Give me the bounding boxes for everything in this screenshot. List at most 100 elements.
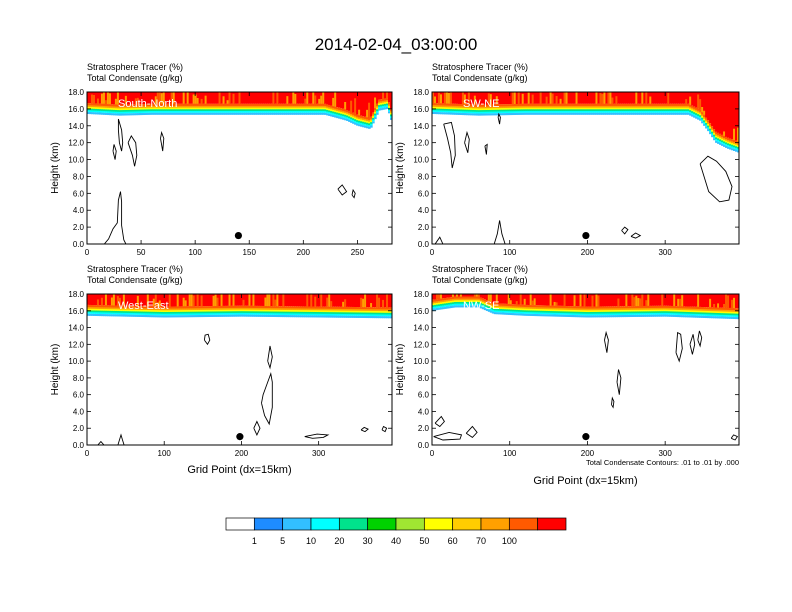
tracer-band	[697, 113, 700, 116]
tracer-column-streak	[92, 94, 96, 104]
tracer-column-streak	[437, 92, 441, 104]
tracer-band	[354, 312, 357, 315]
tracer-column-top	[649, 294, 652, 306]
tracer-band	[505, 310, 509, 313]
tracer-band	[206, 314, 210, 318]
tracer-band	[200, 103, 204, 106]
tracer-column-streak	[519, 294, 523, 305]
tracer-band	[188, 313, 192, 316]
tracer-band	[643, 108, 646, 111]
tracer-band	[372, 121, 375, 124]
tracer-band	[473, 107, 477, 111]
tracer-band	[376, 110, 379, 113]
tracer-band	[388, 314, 391, 317]
tracer-band	[160, 108, 164, 111]
tracer-band	[148, 112, 152, 115]
tracer-band	[322, 308, 325, 311]
tracer-band	[699, 111, 702, 114]
tracer-band	[362, 121, 365, 124]
tracer-band	[210, 307, 214, 310]
tracer-band	[222, 307, 226, 310]
tracer-column-streak	[172, 92, 176, 104]
tracer-band	[597, 110, 601, 113]
tracer-band	[555, 307, 559, 310]
tracer-band	[487, 304, 491, 307]
tracer-band	[138, 312, 142, 315]
tracer-band	[439, 307, 443, 310]
tracer-band	[689, 108, 692, 111]
tracer-column-top	[214, 92, 218, 104]
tracer-band	[547, 105, 551, 108]
tracer-column-top	[599, 294, 603, 307]
tracer-band	[228, 310, 232, 314]
plot-area	[87, 92, 392, 244]
tracer-band	[322, 306, 325, 309]
tracer-band	[334, 106, 337, 109]
tracer-column-top	[703, 92, 706, 115]
tracer-column-top	[236, 294, 240, 306]
tracer-band	[727, 312, 730, 316]
tracer-band	[378, 106, 381, 109]
tracer-column-top	[671, 294, 674, 306]
tracer-band	[376, 310, 379, 313]
tracer-band	[683, 105, 686, 108]
tracer-band	[537, 107, 541, 110]
tracer-band	[515, 109, 519, 112]
tracer-column-top	[390, 92, 392, 109]
tracer-band	[687, 309, 690, 312]
tracer-band	[232, 108, 236, 111]
tracer-band	[226, 305, 230, 308]
tracer-band	[665, 309, 668, 312]
tracer-band	[234, 307, 238, 310]
tracer-band	[88, 103, 92, 106]
tracer-band	[557, 107, 561, 110]
tracer-band	[491, 106, 495, 109]
tracer-band	[495, 303, 499, 306]
tracer-band	[719, 140, 722, 143]
tracer-column-streak	[220, 294, 224, 306]
tracer-band	[290, 103, 293, 106]
tracer-band	[382, 314, 385, 317]
tracer-band	[94, 305, 98, 308]
tracer-band	[449, 305, 453, 309]
tracer-band	[621, 306, 624, 309]
tracer-band	[344, 308, 347, 311]
tracer-band	[316, 108, 319, 111]
tracer-band	[136, 113, 140, 116]
tracer-band	[294, 105, 297, 108]
tracer-band	[689, 309, 692, 313]
tracer-band	[298, 110, 301, 113]
tracer-band	[661, 310, 664, 313]
tracer-band	[727, 307, 730, 310]
tracer-column-top	[358, 92, 361, 116]
tracer-band	[160, 315, 164, 318]
tracer-band	[308, 306, 311, 309]
tracer-band	[541, 307, 545, 310]
tracer-column-streak	[667, 92, 670, 104]
tracer-band	[390, 108, 392, 112]
tracer-band	[96, 112, 100, 115]
tracer-band	[699, 311, 702, 315]
condensate-contour-10	[730, 434, 739, 441]
tracer-band	[699, 308, 702, 311]
tracer-band	[627, 307, 630, 310]
tracer-band	[519, 313, 523, 316]
tracer-band	[627, 309, 630, 312]
condensate-contour-5	[699, 155, 733, 203]
tracer-band	[587, 311, 591, 314]
tracer-column-top	[727, 92, 730, 138]
tracer-column-streak	[266, 294, 270, 307]
tracer-band	[517, 109, 521, 112]
tracer-column-top	[144, 294, 148, 307]
tracer-band	[140, 107, 144, 110]
tracer-band	[447, 306, 451, 309]
tracer-band	[465, 113, 469, 116]
tracer-column-streak	[228, 92, 232, 104]
tracer-band	[601, 105, 605, 108]
tracer-band	[541, 107, 545, 110]
tracer-band	[114, 106, 118, 109]
x-tick-label: 0	[85, 248, 90, 257]
tracer-band	[366, 310, 369, 313]
tracer-band	[557, 310, 561, 313]
tracer-band	[232, 105, 236, 108]
